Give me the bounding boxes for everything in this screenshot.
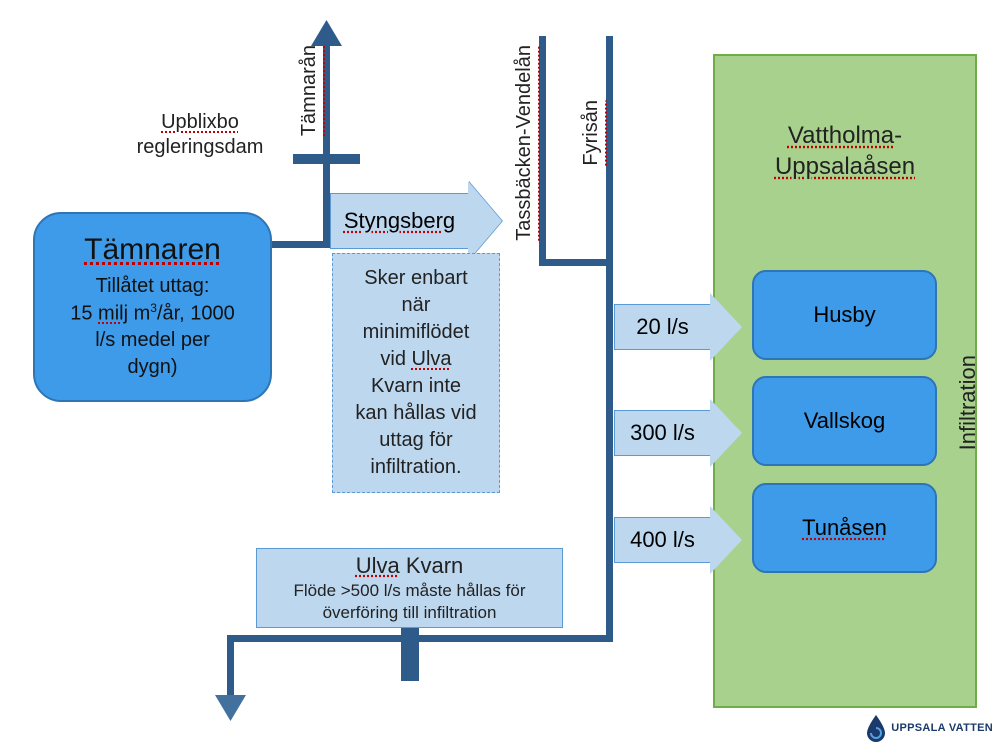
label-fyrisan: Fyrisån	[580, 100, 603, 166]
vallskog-label: Vallskog	[804, 408, 886, 434]
line-fyrisan	[606, 36, 613, 641]
flow-3-label: 400 l/s	[630, 527, 695, 553]
arrow-flow-2: 300 l/s	[614, 399, 742, 467]
line-tamnaran-vert	[323, 38, 330, 248]
node-tamnaren: Tämnaren Tillåtet uttag: 15 milj m3/år, …	[33, 212, 272, 402]
flow-1-label: 20 l/s	[636, 314, 689, 340]
styngsberg-label: Styngsberg	[344, 208, 455, 234]
tamnaren-body: Tillåtet uttag: 15 milj m3/år, 1000 l/s …	[70, 273, 235, 382]
tamnaren-title: Tämnaren	[84, 233, 221, 267]
label-tassbacken: Tassbäcken-Vendelån	[513, 45, 536, 241]
label-infiltration: Infiltration	[955, 355, 981, 450]
box-ulva: Ulva Kvarn Flöde >500 l/s måste hållas f…	[256, 548, 563, 628]
arrow-flow-3: 400 l/s	[614, 506, 742, 574]
line-tassbacken-join	[539, 259, 613, 266]
arrow-styngsberg: Styngsberg	[330, 181, 502, 261]
node-tunasen: Tunåsen	[752, 483, 937, 573]
node-husby: Husby	[752, 270, 937, 360]
label-upblixbo: Upblixbo reglerings­dam	[110, 110, 290, 160]
line-fyrisan-bottom	[227, 635, 613, 642]
sker-text: Sker enbart när minimiflödet vid Ulva Kv…	[355, 265, 476, 481]
dam-upblixbo-bar	[293, 154, 360, 164]
ulva-sub: Flöde >500 l/s måste hållas för överföri…	[265, 580, 554, 624]
line-tassbacken	[539, 36, 546, 266]
arrowhead-down	[215, 695, 246, 721]
logo-text: UPPSALA VATTEN	[891, 722, 993, 734]
line-tamnaren-out	[270, 241, 330, 248]
logo-uppsala-vatten: UPPSALA VATTEN	[865, 714, 993, 742]
husby-label: Husby	[813, 302, 875, 328]
vattholma-title: Vattholma- Uppsalaåsen	[775, 120, 915, 182]
drop-icon	[865, 714, 887, 742]
node-vallskog: Vallskog	[752, 376, 937, 466]
arrowhead-tamnaran	[311, 20, 342, 46]
arrow-flow-1: 20 l/s	[614, 293, 742, 361]
box-sker: Sker enbart när minimiflödet vid Ulva Kv…	[332, 253, 500, 493]
tunasen-label: Tunåsen	[802, 515, 887, 541]
label-tamnaran: Tämnarån	[298, 45, 321, 136]
ulva-title: Ulva Kvarn	[356, 552, 464, 581]
line-down-stub	[227, 635, 234, 701]
dam-ulva-bar	[401, 627, 419, 681]
flow-2-label: 300 l/s	[630, 420, 695, 446]
